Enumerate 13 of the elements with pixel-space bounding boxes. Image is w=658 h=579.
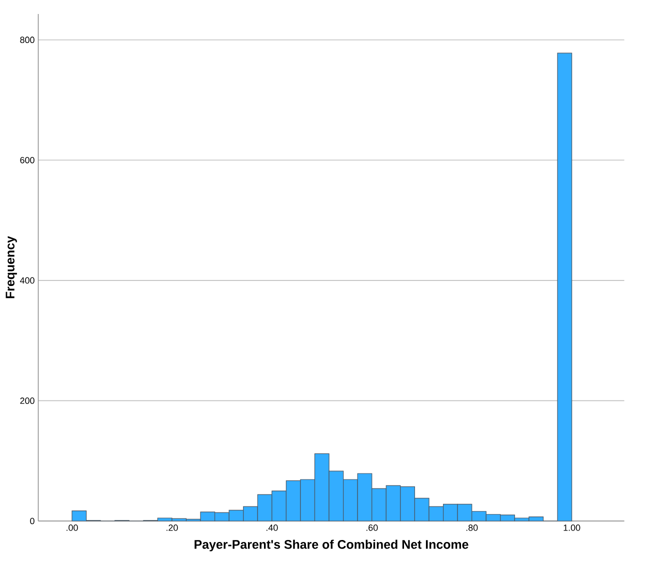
x-tick-label: .60 — [366, 524, 378, 531]
x-axis-title: Payer-Parent's Share of Combined Net Income — [194, 540, 468, 552]
x-tick-label: 1.00 — [564, 524, 580, 531]
x-tick-label: .20 — [166, 524, 178, 531]
y-tick-label: 0 — [30, 518, 34, 524]
y-tick-label: 200 — [20, 398, 34, 404]
x-tick-label: .40 — [266, 524, 278, 531]
y-axis-title: Frequency — [6, 236, 17, 298]
y-tick-label: 600 — [20, 156, 34, 164]
x-tick-label: .00 — [66, 524, 78, 531]
y-tick-label: 800 — [20, 36, 34, 44]
y-tick-label: 400 — [20, 277, 34, 284]
x-tick-label: .80 — [466, 524, 478, 531]
